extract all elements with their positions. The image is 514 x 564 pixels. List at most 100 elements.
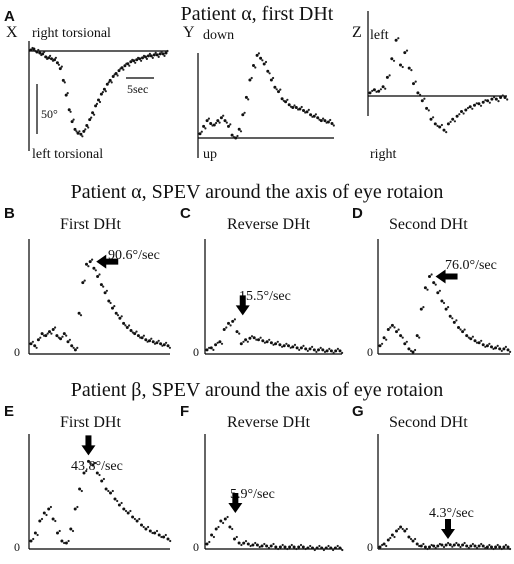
data-point-d (467, 336, 470, 339)
data-point-b (109, 301, 112, 305)
data-point-d (418, 336, 421, 339)
data-point-c (214, 343, 218, 347)
data-point-a-z (407, 66, 411, 70)
data-point-f (272, 542, 275, 546)
data-point-a-y (294, 106, 298, 109)
data-point-d (422, 306, 425, 309)
data-point-e (135, 519, 139, 523)
data-point-b (142, 334, 145, 337)
data-point-g (411, 539, 415, 543)
data-point-f (274, 545, 278, 549)
data-point-a-x (144, 55, 147, 59)
data-point-a-y (230, 133, 234, 137)
data-point-a-z (458, 113, 461, 116)
peak-arrow-e (81, 435, 96, 456)
data-point-f (251, 543, 255, 547)
data-point-a-x (50, 57, 53, 61)
data-point-a-z (427, 109, 430, 112)
data-point-d (447, 306, 450, 309)
data-point-a-z (436, 124, 439, 127)
data-point-d (471, 335, 474, 338)
data-point-a-x (76, 131, 80, 135)
data-point-c (235, 330, 239, 334)
data-point-c (225, 326, 228, 329)
data-point-a-z (432, 116, 435, 119)
data-point-b (125, 326, 129, 329)
data-point-a-x (164, 51, 168, 55)
data-point-a-x (41, 52, 45, 56)
data-point-b (79, 314, 83, 317)
data-point-c (218, 340, 222, 344)
data-point-a-y (261, 59, 264, 62)
data-point-b (103, 291, 107, 295)
data-point-d (386, 328, 390, 331)
data-point-c (338, 349, 342, 353)
data-point-b (133, 332, 137, 336)
data-point-b (85, 262, 88, 266)
data-point-a-x (141, 56, 144, 60)
data-point-d (430, 273, 433, 276)
data-point-a-z (425, 106, 429, 110)
data-point-b (105, 289, 108, 292)
data-point-b (96, 275, 100, 278)
data-point-d (444, 307, 448, 311)
data-point-c (274, 342, 278, 346)
data-point-a-y (198, 132, 202, 136)
data-point-a-y (259, 56, 263, 60)
data-point-c (212, 348, 215, 351)
data-point-b (54, 326, 57, 329)
data-point-a-y (319, 119, 323, 123)
data-point-e (160, 535, 163, 539)
data-point-c (304, 347, 308, 351)
data-point-e (133, 517, 136, 521)
data-point-a-x (140, 59, 143, 62)
data-point-d (403, 342, 407, 346)
zero-label-b: 0 (14, 345, 20, 359)
data-point-g (459, 545, 462, 549)
data-point-a-y (323, 119, 327, 123)
data-point-c (293, 343, 297, 346)
data-point-d (506, 348, 510, 352)
data-point-a-y (316, 116, 320, 120)
data-point-b (151, 340, 155, 344)
data-point-d (463, 328, 466, 331)
data-point-a-y (250, 76, 253, 80)
data-point-a-x (132, 59, 136, 63)
data-point-g (428, 545, 431, 549)
data-point-a-x (117, 69, 121, 73)
data-point-f (277, 547, 280, 551)
data-point-a-y (205, 119, 209, 123)
data-point-c (341, 351, 344, 354)
data-point-g (506, 545, 510, 549)
data-point-a-z (429, 117, 433, 121)
data-point-b (122, 321, 126, 325)
data-point-a-x (57, 63, 61, 66)
data-point-b (81, 281, 85, 285)
data-point-g (455, 541, 458, 545)
data-point-g (378, 545, 382, 549)
data-point-a-z (475, 102, 478, 105)
data-point-a-z (479, 104, 483, 107)
data-point-c (311, 345, 314, 348)
data-point-f (313, 548, 316, 552)
data-point-b (61, 335, 64, 338)
data-point-b (144, 338, 148, 342)
data-point-d (432, 281, 436, 285)
data-point-g (432, 544, 436, 548)
data-point-c (315, 350, 318, 353)
data-point-a-y (266, 69, 270, 73)
data-point-a-z (473, 103, 476, 107)
data-point-a-z (433, 122, 437, 126)
data-point-a-y (222, 114, 225, 117)
data-point-g (401, 527, 404, 531)
data-point-f (309, 544, 312, 548)
data-point-g (492, 547, 495, 551)
data-point-g (403, 529, 407, 533)
data-point-f (258, 545, 261, 549)
data-point-a-z (506, 98, 509, 101)
data-point-g (485, 545, 489, 549)
data-point-e (142, 525, 145, 529)
data-point-a-z (449, 120, 452, 123)
data-point-g (469, 544, 473, 548)
